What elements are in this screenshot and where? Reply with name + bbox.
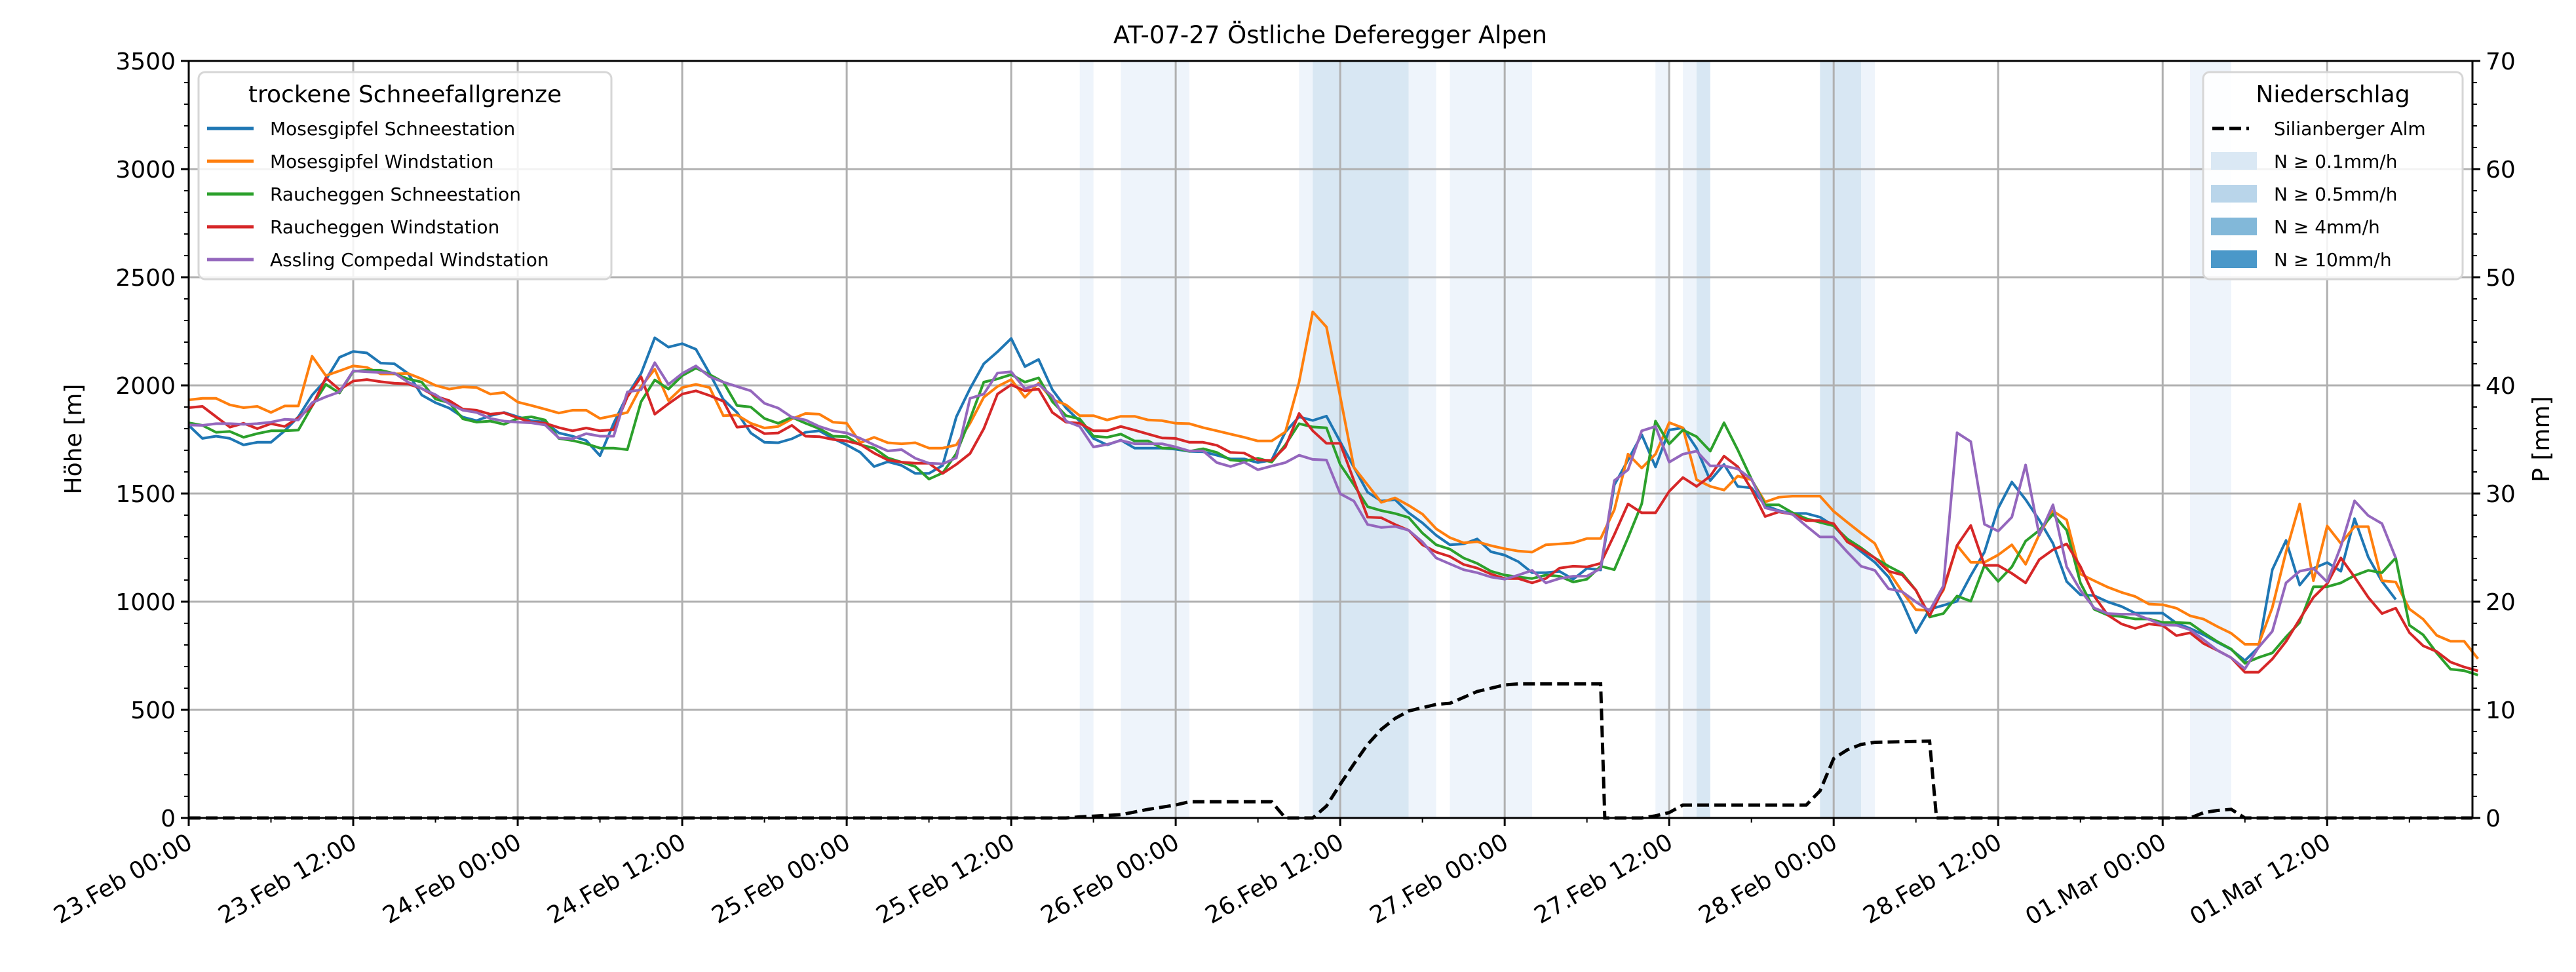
y-right-tick-label: 30 [2486, 481, 2516, 508]
y-tick-label: 500 [130, 697, 176, 724]
precip-line [189, 682, 2472, 820]
y-right-tick-label: 0 [2486, 806, 2501, 832]
precip-band [1450, 61, 1532, 818]
legend-label: N ≥ 0.1mm/h [2274, 151, 2397, 172]
chart-title: AT-07-27 Östliche Deferegger Alpen [1113, 21, 1547, 49]
precip-band [1299, 61, 1313, 818]
y-tick-label: 2000 [115, 373, 176, 400]
y-right-tick-label: 50 [2486, 265, 2516, 292]
series-line [187, 336, 2397, 662]
y-tick-label: 1500 [115, 481, 176, 508]
y-right-tick-label: 60 [2486, 157, 2516, 184]
series-line [188, 361, 2397, 671]
y-axis-label: Höhe [m] [60, 384, 87, 495]
precip-band [1820, 61, 1862, 818]
legend-label: Assling Compedal Windstation [270, 249, 549, 271]
y-tick-label: 3000 [115, 157, 176, 184]
series-line [188, 310, 2479, 660]
legend-label: Silianberger Alm [2274, 118, 2426, 140]
y-tick-label: 1000 [115, 589, 176, 616]
legend-snowfall: trockene Schneefallgrenze Mosesgipfel Sc… [197, 71, 613, 281]
legend-patch [2211, 152, 2257, 170]
legend-label: Raucheggen Windstation [270, 216, 499, 238]
precip-band [1408, 61, 1436, 818]
y-axis-right-label: P [mm] [2528, 396, 2555, 482]
precip-band [1079, 61, 1094, 818]
legend-patch [2211, 250, 2257, 268]
legend-label: Raucheggen Schneestation [270, 184, 521, 205]
y-right-tick-label: 20 [2486, 589, 2516, 616]
legend-precip: Niederschlag Silianberger Alm N ≥ 0.1mm/h… [2202, 71, 2464, 281]
plot-frame [187, 60, 2474, 819]
legend-label: Mosesgipfel Schneestation [270, 118, 515, 140]
legend-patch [2211, 218, 2257, 235]
legend-label: Mosesgipfel Windstation [270, 151, 494, 172]
legend-precip-title: Niederschlag [2256, 81, 2410, 108]
y-right-tick-label: 70 [2486, 49, 2516, 75]
legend-patch [2211, 185, 2257, 203]
y-tick-label: 0 [161, 806, 176, 832]
legend-label: N ≥ 0.5mm/h [2274, 184, 2397, 205]
legend-snowfall-title: trockene Schneefallgrenze [248, 81, 562, 108]
y-tick-label: 2500 [115, 265, 176, 292]
legend-label: N ≥ 10mm/h [2274, 249, 2392, 271]
legend-label: N ≥ 4mm/h [2274, 216, 2380, 238]
y-tick-label: 3500 [115, 49, 176, 75]
y-right-tick-label: 40 [2486, 373, 2516, 400]
precip-band [1861, 61, 1875, 818]
precip-band [1313, 61, 1409, 818]
y-right-tick-label: 10 [2486, 697, 2516, 724]
series-line [188, 375, 2478, 674]
precip-band [1697, 61, 1710, 818]
series-lines [187, 310, 2479, 820]
